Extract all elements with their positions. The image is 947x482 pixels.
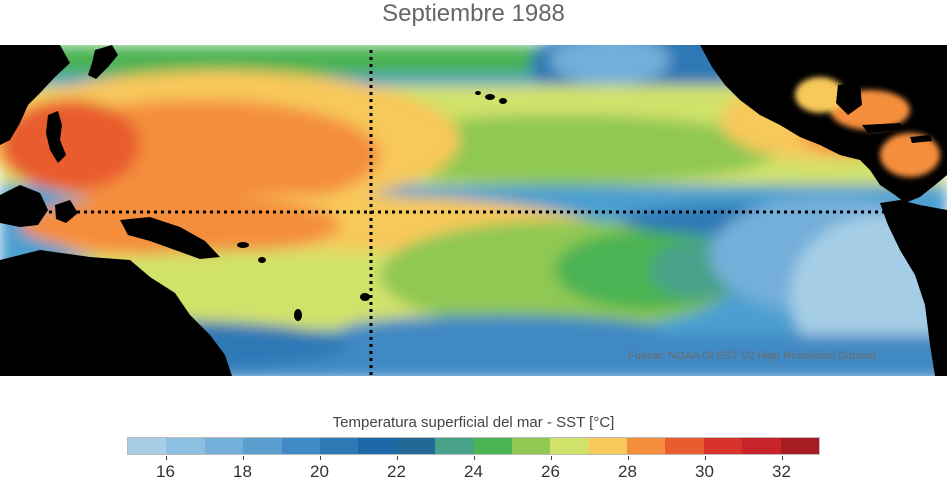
- caribbean-islands: [836, 83, 932, 143]
- colorbar-tick: [704, 456, 706, 460]
- colorbar-segment: [166, 438, 205, 454]
- colorbar-tick-label: 20: [310, 462, 329, 481]
- colorbar-segment: [243, 438, 282, 454]
- colorbar-segment: [511, 438, 551, 454]
- colorbar-tick: [396, 456, 398, 460]
- colorbar-segment: [473, 438, 512, 454]
- colorbar-tick-label: 18: [233, 462, 252, 481]
- colorbar: [127, 437, 820, 455]
- colorbar-segment: [665, 438, 704, 454]
- colorbar-tick-label: 28: [618, 462, 637, 481]
- colorbar-tick-label: 30: [695, 462, 714, 481]
- colorbar-segment: [396, 438, 436, 454]
- colorbar-segment: [358, 438, 397, 454]
- colorbar-title: Temperatura superficial del mar - SST [°…: [332, 414, 615, 431]
- colorbar-segment: [780, 438, 820, 454]
- colorbar-tick: [242, 456, 244, 460]
- colorbar-tick-label: 22: [387, 462, 406, 481]
- sst-map: [0, 45, 947, 376]
- colorbar-ticks: 16 18 20 22 24 26 28 30 32: [127, 456, 820, 481]
- colorbar-segment: [627, 438, 666, 454]
- colorbar-tick-label: 24: [464, 462, 483, 481]
- colorbar-tick: [781, 456, 783, 460]
- colorbar-segment: [703, 438, 743, 454]
- colorbar-segment: [588, 438, 628, 454]
- colorbar-segment: [128, 438, 167, 454]
- data-source-note: Fuente: NOAA OI SST V2 High Resolution D…: [628, 350, 877, 362]
- colorbar-tick: [550, 456, 552, 460]
- colorbar-segment: [281, 438, 320, 454]
- colorbar-segment: [204, 438, 244, 454]
- colorbar-segment: [742, 438, 781, 454]
- colorbar-tick: [319, 456, 321, 460]
- colorbar-tick-label: 26: [541, 462, 560, 481]
- colorbar-tick: [627, 456, 629, 460]
- colorbar-segment: [319, 438, 359, 454]
- colorbar-tick-label: 32: [772, 462, 791, 481]
- colorbar-segment: [550, 438, 589, 454]
- colorbar-tick-label: 16: [156, 462, 175, 481]
- colorbar-segment: [435, 438, 474, 454]
- colorbar-tick: [165, 456, 167, 460]
- map-title: Septiembre 1988: [382, 0, 565, 27]
- colorbar-tick: [473, 456, 475, 460]
